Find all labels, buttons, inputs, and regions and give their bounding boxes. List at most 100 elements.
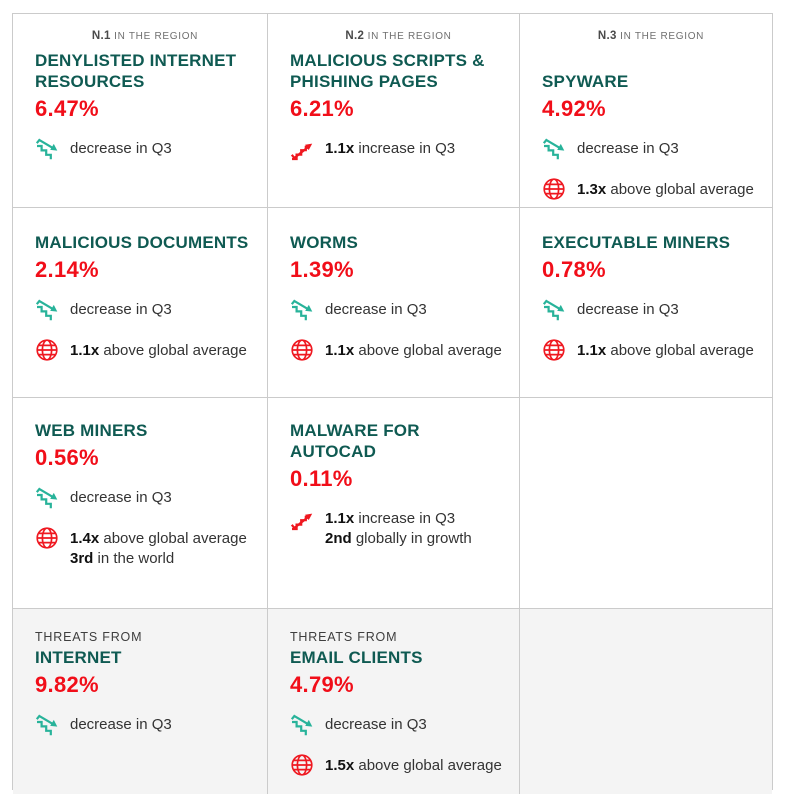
indicator-line: decrease in Q3 bbox=[325, 300, 427, 320]
threat-card: WEB MINERS 0.56% decrease in Q3 1.4x above … bbox=[13, 398, 268, 609]
stairs-down-icon bbox=[290, 712, 316, 738]
indicator-label: above global average bbox=[610, 342, 754, 359]
indicator-row: decrease in Q3 bbox=[290, 712, 507, 738]
threat-title-box: WEB MINERS bbox=[35, 420, 255, 441]
threat-title-box: EXECUTABLE MINERS bbox=[542, 232, 760, 253]
globe-icon bbox=[290, 338, 316, 364]
indicator-bold-value: 1.1x bbox=[325, 342, 359, 359]
indicator-label: above global average bbox=[103, 342, 247, 359]
threat-title-box: MALICIOUS DOCUMENTS bbox=[35, 232, 255, 253]
rank-region-text: IN THE REGION bbox=[367, 31, 452, 42]
indicator-line: 1.1x above global average bbox=[70, 341, 247, 361]
threat-card: N.2 IN THE REGION MALICIOUS SCRIPTS & PHI… bbox=[268, 14, 520, 208]
stairs-up-icon bbox=[290, 506, 316, 532]
indicator-text: decrease in Q3 bbox=[70, 485, 172, 508]
indicator-text: 1.1x above global average bbox=[325, 338, 502, 361]
stairs-down-icon bbox=[542, 297, 568, 323]
threat-card: THREATS FROM EMAIL CLIENTS 4.79% decrease i… bbox=[268, 609, 520, 794]
indicator-list: decrease in Q3 bbox=[35, 136, 255, 162]
indicator-line: 3rd in the world bbox=[70, 549, 247, 569]
indicator-line: 1.3x above global average bbox=[577, 180, 754, 200]
threat-card: N.3 IN THE REGION SPYWARE 4.92% decrease in… bbox=[520, 14, 772, 208]
indicator-text: 1.1x above global average bbox=[577, 338, 754, 361]
indicator-label: above global average bbox=[358, 757, 502, 774]
indicator-label: decrease in Q3 bbox=[70, 716, 172, 733]
indicator-list: decrease in Q3 1.1x above global average bbox=[290, 297, 507, 364]
indicator-list: decrease in Q3 bbox=[35, 712, 255, 738]
indicator-bold-value: 1.1x bbox=[325, 140, 359, 157]
threat-title: SPYWARE bbox=[542, 72, 629, 91]
threat-title-box: MALWARE FOR AUTOCAD bbox=[290, 420, 507, 462]
indicator-row: decrease in Q3 bbox=[35, 297, 255, 323]
indicator-row: 1.1x above global average bbox=[542, 338, 760, 364]
indicator-label: decrease in Q3 bbox=[325, 301, 427, 318]
indicator-row: 1.5x above global average bbox=[290, 753, 507, 779]
indicator-label: decrease in Q3 bbox=[325, 716, 427, 733]
indicator-list: decrease in Q3 1.5x above global average bbox=[290, 712, 507, 779]
indicator-row: 1.1x above global average bbox=[290, 338, 507, 364]
threat-title: EMAIL CLIENTS bbox=[290, 648, 423, 667]
indicator-bold-value: 1.1x bbox=[325, 510, 359, 527]
threat-percentage: 6.47% bbox=[35, 96, 99, 121]
rank-label: N.2 IN THE REGION bbox=[290, 30, 507, 42]
threat-title-box: WORMS bbox=[290, 232, 507, 253]
threat-title: MALWARE FOR AUTOCAD bbox=[290, 421, 420, 461]
threat-percentage: 4.92% bbox=[542, 96, 606, 121]
threat-card: MALWARE FOR AUTOCAD 0.11% 1.1x increase in… bbox=[268, 398, 520, 609]
indicator-text: decrease in Q3 bbox=[70, 297, 172, 320]
globe-icon bbox=[542, 177, 568, 203]
indicator-bold-value: 1.1x bbox=[577, 342, 611, 359]
threat-title-box: SPYWARE bbox=[542, 48, 760, 92]
threat-grid: N.1 IN THE REGION DENYLISTED INTERNET RES… bbox=[12, 13, 773, 794]
globe-icon bbox=[35, 338, 61, 364]
indicator-list: 1.1x increase in Q3 bbox=[290, 136, 507, 162]
threat-percentage: 0.78% bbox=[542, 257, 606, 282]
indicator-line: decrease in Q3 bbox=[325, 715, 427, 735]
indicator-line: 1.4x above global average bbox=[70, 529, 247, 549]
stairs-down-icon bbox=[542, 136, 568, 162]
stairs-down-icon bbox=[290, 297, 316, 323]
indicator-row: decrease in Q3 bbox=[290, 297, 507, 323]
rank-number: N.2 bbox=[345, 30, 368, 42]
threat-title-box: EMAIL CLIENTS bbox=[290, 647, 507, 668]
indicator-label: decrease in Q3 bbox=[577, 301, 679, 318]
indicator-bold-value: 1.1x bbox=[70, 342, 104, 359]
stairs-down-icon bbox=[35, 297, 61, 323]
indicator-bold-value: 2nd bbox=[325, 530, 356, 547]
threat-title-box: MALICIOUS SCRIPTS & PHISHING PAGES bbox=[290, 48, 507, 92]
rank-label: N.1 IN THE REGION bbox=[35, 30, 255, 42]
indicator-bold-value: 1.3x bbox=[577, 181, 611, 198]
threat-title: MALICIOUS SCRIPTS & PHISHING PAGES bbox=[290, 51, 485, 91]
indicator-label: in the world bbox=[97, 550, 175, 567]
threat-percentage: 6.21% bbox=[290, 96, 354, 121]
indicator-text: decrease in Q3 bbox=[70, 136, 172, 159]
indicator-line: decrease in Q3 bbox=[70, 488, 172, 508]
threat-title: INTERNET bbox=[35, 648, 122, 667]
indicator-row: decrease in Q3 bbox=[35, 136, 255, 162]
threat-title: DENYLISTED INTERNET RESOURCES bbox=[35, 51, 237, 91]
indicator-list: 1.1x increase in Q3 2nd globally in growt… bbox=[290, 506, 507, 549]
threat-category-label: THREATS FROM bbox=[290, 630, 398, 644]
empty-cell bbox=[520, 609, 772, 794]
indicator-label: increase in Q3 bbox=[358, 140, 456, 157]
indicator-label: decrease in Q3 bbox=[70, 140, 172, 157]
threat-title: WORMS bbox=[290, 233, 359, 252]
indicator-row: decrease in Q3 bbox=[35, 712, 255, 738]
indicator-line: 2nd globally in growth bbox=[325, 529, 472, 549]
indicator-text: 1.1x increase in Q3 2nd globally in growt… bbox=[325, 506, 472, 549]
indicator-line: decrease in Q3 bbox=[577, 139, 679, 159]
threat-percentage: 9.82% bbox=[35, 672, 99, 697]
indicator-row: 1.1x above global average bbox=[35, 338, 255, 364]
indicator-text: 1.3x above global average bbox=[577, 177, 754, 200]
threat-title: EXECUTABLE MINERS bbox=[542, 233, 731, 252]
globe-icon bbox=[290, 753, 316, 779]
threat-title: MALICIOUS DOCUMENTS bbox=[35, 233, 249, 252]
indicator-list: decrease in Q3 1.1x above global average bbox=[542, 297, 760, 364]
globe-icon bbox=[542, 338, 568, 364]
rank-region-text: IN THE REGION bbox=[620, 31, 705, 42]
stairs-down-icon bbox=[35, 485, 61, 511]
indicator-bold-value: 1.4x bbox=[70, 530, 104, 547]
indicator-text: decrease in Q3 bbox=[70, 712, 172, 735]
threat-percentage: 1.39% bbox=[290, 257, 354, 282]
globe-icon bbox=[35, 526, 61, 552]
